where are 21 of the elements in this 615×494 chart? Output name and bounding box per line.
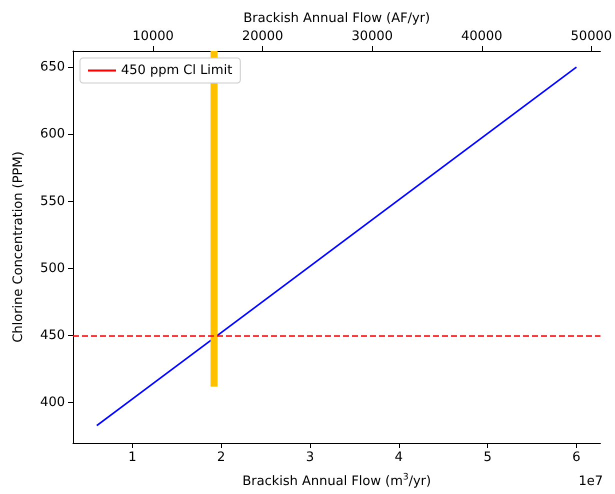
x-tick-label: 2 <box>217 450 226 465</box>
x-tick-label: 4 <box>394 450 403 465</box>
x-tick-label: 1 <box>128 450 136 465</box>
y-tick-label: 550 <box>40 194 65 209</box>
text: 1e7 <box>578 474 604 489</box>
y-tick-label: 450 <box>40 328 65 344</box>
x2-tick-label: 30000 <box>352 29 393 44</box>
x-tick-label: 6 <box>572 450 581 465</box>
x2-tick-label: 40000 <box>461 29 502 44</box>
x2-tick-label: 10000 <box>132 29 174 44</box>
y-tick-label: 600 <box>40 126 65 142</box>
y-tick-label: 500 <box>40 260 65 276</box>
x2-tick-label: 20000 <box>242 29 284 44</box>
y-axis-title: Chlorine Concentration (PPM) <box>11 151 26 343</box>
x-tick-label: 3 <box>306 450 314 465</box>
legend-label: 450 ppm Cl Limit <box>121 63 232 78</box>
x-tick-label: 5 <box>483 450 492 465</box>
x2-axis-title: Brackish Annual Flow (AF/yr) <box>243 11 430 26</box>
y-tick-label: 400 <box>40 395 65 410</box>
y-tick-label: 650 <box>40 60 65 75</box>
x2-tick-label: 50000 <box>570 29 612 44</box>
